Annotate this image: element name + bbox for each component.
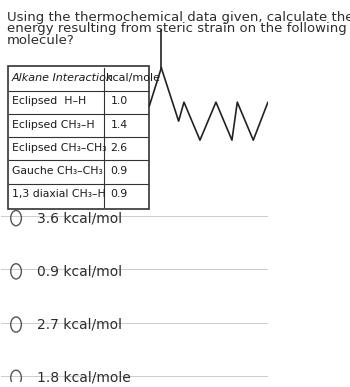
Text: kcal/mole: kcal/mole bbox=[106, 73, 160, 83]
Text: Using the thermochemical data given, calculate the: Using the thermochemical data given, cal… bbox=[7, 11, 350, 24]
Text: Eclipsed CH₃–CH₃: Eclipsed CH₃–CH₃ bbox=[12, 143, 106, 153]
Text: 3.6 kcal/mol: 3.6 kcal/mol bbox=[37, 211, 122, 225]
Text: 0.9 kcal/mol: 0.9 kcal/mol bbox=[37, 264, 122, 278]
Text: 0.9: 0.9 bbox=[110, 166, 127, 176]
Text: 1.0: 1.0 bbox=[110, 96, 127, 106]
Text: molecule?: molecule? bbox=[7, 34, 75, 47]
Text: 1,3 diaxial CH₃–H: 1,3 diaxial CH₃–H bbox=[12, 189, 106, 199]
Text: Alkane Interaction: Alkane Interaction bbox=[12, 73, 114, 83]
Text: 0.9: 0.9 bbox=[110, 189, 127, 199]
FancyBboxPatch shape bbox=[8, 66, 149, 209]
Text: energy resulting from steric strain on the following: energy resulting from steric strain on t… bbox=[7, 22, 346, 35]
Text: Eclipsed CH₃–H: Eclipsed CH₃–H bbox=[12, 120, 95, 130]
Text: Gauche CH₃–CH₃: Gauche CH₃–CH₃ bbox=[12, 166, 103, 176]
Text: 1.4: 1.4 bbox=[110, 120, 127, 130]
Text: 2.7 kcal/mol: 2.7 kcal/mol bbox=[37, 318, 122, 332]
Text: 1.8 kcal/mole: 1.8 kcal/mole bbox=[37, 371, 131, 385]
Text: Eclipsed  H–H: Eclipsed H–H bbox=[12, 96, 86, 106]
Text: 2.6: 2.6 bbox=[110, 143, 127, 153]
